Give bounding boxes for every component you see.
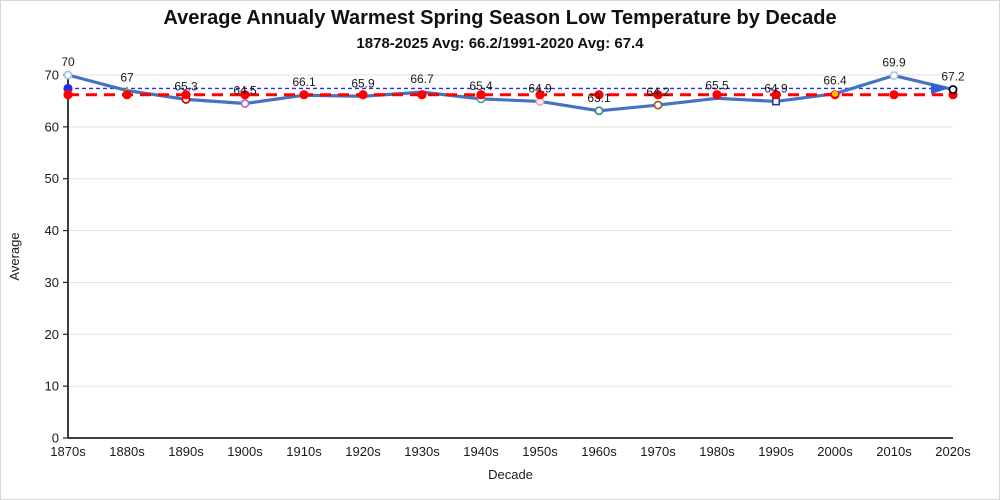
- ref-line-dot: [240, 90, 250, 100]
- x-tick-label: 1920s: [345, 444, 381, 459]
- y-axis-title: Average: [7, 232, 22, 280]
- data-label: 65.5: [705, 78, 729, 92]
- x-tick-label: 1870s: [50, 444, 86, 459]
- x-tick-label: 1980s: [699, 444, 735, 459]
- data-label: 69.9: [882, 56, 906, 70]
- x-tick-label: 1940s: [463, 444, 499, 459]
- x-tick-label: 1890s: [168, 444, 204, 459]
- ref-line-dot: [122, 90, 132, 100]
- y-tick-label: 50: [45, 171, 59, 186]
- data-label: 65.3: [174, 79, 198, 93]
- x-axis-title: Decade: [488, 467, 533, 482]
- series-point-marker: [63, 70, 73, 80]
- y-tick-label: 70: [45, 68, 59, 83]
- data-label: 66.4: [823, 74, 847, 88]
- data-label: 63.1: [587, 91, 611, 105]
- y-tick-label: 10: [45, 379, 59, 394]
- data-label: 66.7: [410, 72, 434, 86]
- series-point-marker: [594, 106, 604, 116]
- ref-line-dot: [417, 90, 427, 100]
- x-tick-label: 1950s: [522, 444, 558, 459]
- ref-line-dot: [653, 90, 663, 100]
- series-point-marker: [831, 90, 839, 97]
- y-tick-label: 40: [45, 223, 59, 238]
- data-label: 65.4: [469, 79, 493, 93]
- ref-line-dot: [771, 90, 781, 100]
- data-label: 66.1: [292, 75, 316, 89]
- data-label: 67: [120, 71, 134, 85]
- series-line: [66, 73, 955, 113]
- data-label: 64.9: [764, 81, 788, 95]
- ref-line-dot: [63, 90, 73, 100]
- ref-line-dot: [594, 90, 604, 100]
- series-point-marker: [653, 100, 663, 110]
- ref-line-arrow: [931, 82, 948, 95]
- x-tick-label: 1960s: [581, 444, 617, 459]
- data-label: 70: [61, 55, 75, 69]
- data-label: 64.9: [528, 81, 552, 95]
- ref-line-dot: [535, 90, 545, 100]
- y-tick-label: 20: [45, 327, 59, 342]
- data-label: 64.5: [233, 84, 257, 98]
- ref-line-dot: [712, 90, 722, 100]
- x-tick-label: 2020s: [935, 444, 971, 459]
- series-point-marker: [240, 99, 250, 108]
- y-tick-label: 30: [45, 275, 59, 290]
- x-tick-label: 1990s: [758, 444, 794, 459]
- x-tick-label: 2010s: [876, 444, 912, 459]
- x-tick-label: 1930s: [404, 444, 440, 459]
- ref-line-dot: [181, 90, 191, 100]
- chart-title: Average Annualy Warmest Spring Season Lo…: [163, 7, 837, 29]
- ref-line-dot: [358, 90, 368, 100]
- x-tick-label: 2000s: [817, 444, 853, 459]
- data-label: 64.2: [646, 85, 670, 99]
- ref-line-dot: [476, 90, 486, 100]
- x-tick-label: 1970s: [640, 444, 676, 459]
- x-tick-label: 1900s: [227, 444, 263, 459]
- ref-line-dot: [299, 90, 309, 100]
- series-point-marker: [948, 85, 958, 94]
- series-point-marker: [889, 71, 899, 80]
- x-tick-label: 1910s: [286, 444, 322, 459]
- chart-subtitle: 1878-2025 Avg: 66.2/1991-2020 Avg: 67.4: [356, 35, 644, 52]
- data-label: 67.2: [941, 70, 965, 84]
- data-label: 65.9: [351, 76, 375, 90]
- x-tick-label: 1880s: [109, 444, 145, 459]
- y-tick-label: 0: [52, 431, 59, 446]
- y-tick-label: 60: [45, 119, 59, 134]
- ref-line-dot: [889, 90, 899, 100]
